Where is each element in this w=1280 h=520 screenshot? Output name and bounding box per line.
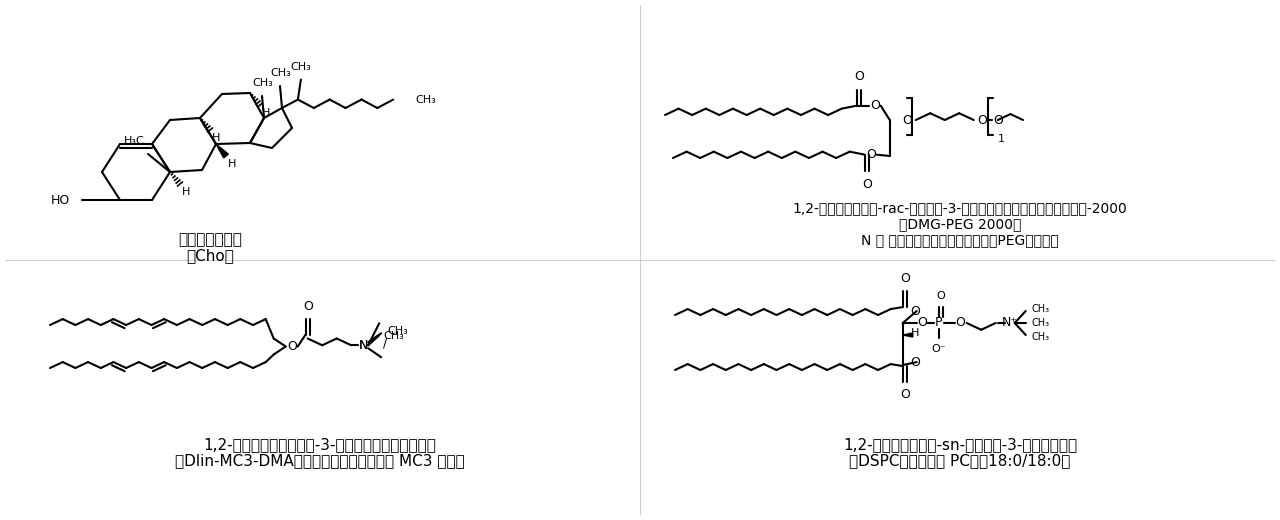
Text: コレステロール: コレステロール: [178, 232, 242, 248]
Text: O: O: [910, 305, 920, 318]
Text: O⁻: O⁻: [932, 344, 946, 354]
Text: （DSPC）　または PC　（18:0/18:0）: （DSPC） または PC （18:0/18:0）: [850, 453, 1070, 469]
Text: O: O: [993, 113, 1004, 126]
Text: /: /: [383, 337, 388, 350]
Text: H: H: [182, 187, 191, 197]
Text: H₃C: H₃C: [124, 136, 145, 146]
Text: O: O: [937, 291, 945, 301]
Text: CH₃: CH₃: [383, 331, 404, 341]
Text: H: H: [910, 328, 919, 338]
Text: CH₃: CH₃: [1032, 318, 1050, 328]
Text: 1,2-ジミリストイル-rac-グリセロ-3-メトキシポリエチレングリコール-2000: 1,2-ジミリストイル-rac-グリセロ-3-メトキシポリエチレングリコール-2…: [792, 201, 1128, 215]
Text: 1,2-ジステアロイル-sn-グリセロ-3-ホスホコリン: 1,2-ジステアロイル-sn-グリセロ-3-ホスホコリン: [844, 437, 1076, 452]
Text: 1,2-ジリノエイルオキシ-3-ジメチルアミノプロパン: 1,2-ジリノエイルオキシ-3-ジメチルアミノプロパン: [204, 437, 436, 452]
Text: O: O: [303, 300, 312, 313]
Text: N⁺: N⁺: [1002, 317, 1018, 330]
Text: O: O: [902, 113, 913, 126]
Text: N: N: [358, 339, 367, 352]
Text: CH₃: CH₃: [270, 68, 292, 78]
Text: （DMG-PEG 2000）: （DMG-PEG 2000）: [899, 217, 1021, 231]
Text: O: O: [870, 99, 879, 112]
Text: H: H: [212, 133, 220, 143]
Text: H: H: [262, 108, 270, 118]
Text: O: O: [287, 340, 297, 353]
Text: CH₃: CH₃: [415, 95, 436, 105]
Text: （Dlin-MC3-DMA）　または　（イオン性 MC3 脂質）: （Dlin-MC3-DMA） または （イオン性 MC3 脂質）: [175, 453, 465, 469]
Text: CH₃: CH₃: [1032, 332, 1050, 342]
Text: H: H: [228, 159, 237, 169]
Text: CH₃: CH₃: [252, 78, 274, 88]
Polygon shape: [902, 333, 913, 337]
Text: O: O: [900, 388, 910, 401]
Text: CH₃: CH₃: [291, 61, 311, 72]
Text: （Cho）: （Cho）: [186, 249, 234, 264]
Text: P: P: [934, 317, 942, 330]
Text: O: O: [910, 356, 920, 369]
Text: CH₃: CH₃: [388, 326, 408, 336]
Text: O: O: [865, 148, 876, 161]
Text: O: O: [977, 113, 987, 126]
Text: 1: 1: [997, 134, 1005, 144]
Text: O: O: [916, 317, 927, 330]
Text: O: O: [854, 70, 864, 83]
Polygon shape: [216, 144, 228, 158]
Text: HO: HO: [51, 194, 70, 207]
Text: N: N: [358, 339, 367, 352]
Text: O: O: [900, 272, 910, 285]
Text: N ＝ ポリエチレングリコール　（PEG）　の数: N ＝ ポリエチレングリコール （PEG） の数: [861, 233, 1059, 247]
Text: CH₃: CH₃: [1032, 304, 1050, 314]
Text: O: O: [861, 178, 872, 191]
Text: O: O: [955, 317, 965, 330]
